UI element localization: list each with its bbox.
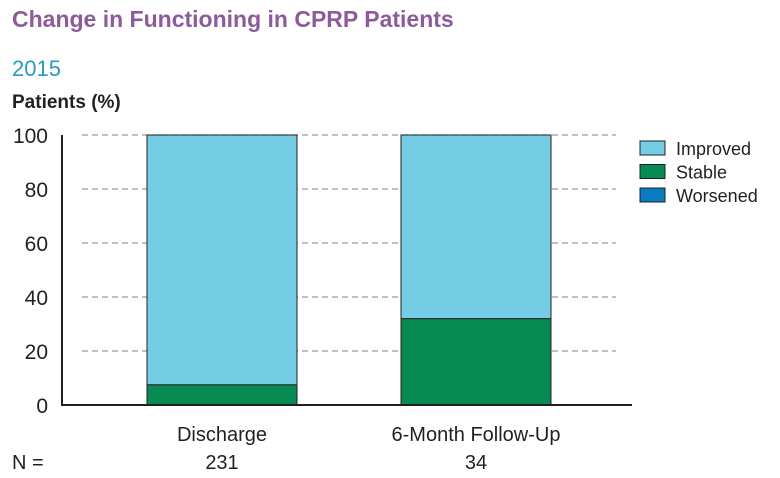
y-tick-label-60: 60 <box>25 233 48 256</box>
bar-segment-improved-1 <box>146 134 298 386</box>
bar-segment-stable-1 <box>146 384 298 406</box>
legend-label-improved: Improved <box>676 139 751 159</box>
y-tick-label-20: 20 <box>25 341 48 364</box>
y-tick-label-100: 100 <box>13 125 48 148</box>
bar-segment-stable-2 <box>400 318 552 406</box>
chart-subtitle: 2015 <box>12 56 61 81</box>
bar-segment-improved-2 <box>400 134 552 320</box>
n-label: N = <box>12 452 44 474</box>
y-tick-label-40: 40 <box>25 287 48 310</box>
y-tick-label-0: 0 <box>36 395 48 418</box>
legend-swatch-worsened <box>639 187 666 203</box>
legend-swatch-stable <box>639 164 666 179</box>
legend-label-worsened: Worsened <box>676 186 758 206</box>
x-tick-label-1: Discharge <box>177 424 267 446</box>
x-tick-label-2: 6-Month Follow-Up <box>392 424 561 446</box>
n-value-2: 34 <box>465 452 487 474</box>
n-value-1: 231 <box>205 452 238 474</box>
chart-title: Change in Functioning in CPRP Patients <box>12 6 454 32</box>
y-axis-label: Patients (%) <box>12 92 121 113</box>
legend-swatch-improved <box>639 140 666 156</box>
legend-label-stable: Stable <box>676 163 727 183</box>
y-tick-label-80: 80 <box>25 179 48 202</box>
